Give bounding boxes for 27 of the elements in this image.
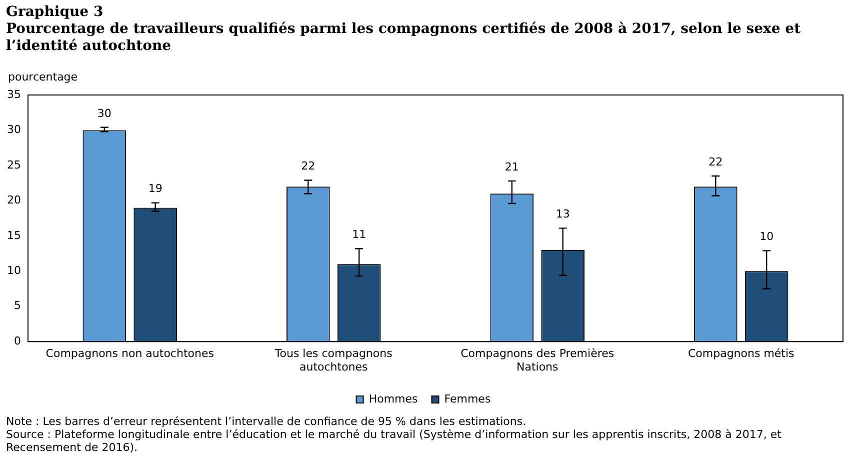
x-tick-label: Compagnons métis	[688, 347, 795, 360]
y-tick-label: 30	[6, 123, 21, 136]
y-tick-label: 20	[6, 194, 21, 207]
data-label: 30	[97, 106, 112, 120]
x-tick-label: Compagnons non autochtones	[46, 347, 214, 360]
y-tick-label: 25	[6, 158, 21, 172]
y-tick-label: 35	[6, 88, 21, 101]
x-tick-label: Tous les compagnons autochtones	[274, 347, 393, 374]
data-label: 10	[760, 230, 774, 244]
y-axis-title: pourcentage	[8, 70, 78, 84]
data-label: 11	[352, 228, 366, 241]
chart-subtitle: Pourcentage de travailleurs qualifiés parmi les compagnons certifiés de 2008 à 2017, selon le sexe et l’identité autochtone	[6, 21, 802, 55]
y-tick-label: 0	[14, 334, 21, 348]
y-tick-label: 10	[6, 264, 21, 277]
data-label: 13	[556, 208, 570, 221]
data-label: 19	[148, 182, 162, 196]
data-label: 21	[504, 160, 519, 174]
source-note: Source : Plateforme longitudinale entre l’éducation et le marché du travail (Système d’information sur les apprentis inscrits, 2008 à 2017, et Recensement de 2016).	[6, 428, 782, 454]
data-label: 22	[301, 160, 316, 173]
y-tick-label: 5	[14, 299, 21, 312]
legend-label: Hommes	[368, 392, 418, 406]
y-tick-label: 15	[6, 228, 21, 242]
x-tick-label: Compagnons des Premières Nations	[460, 347, 614, 374]
chart-title: Graphique 3	[6, 4, 104, 21]
legend-label: Femmes	[444, 392, 491, 406]
data-label: 22	[708, 155, 723, 168]
text: Note : Les barres d’erreur représentent l’intervalle de confiance de 95 % dans les estimations.	[6, 415, 528, 428]
